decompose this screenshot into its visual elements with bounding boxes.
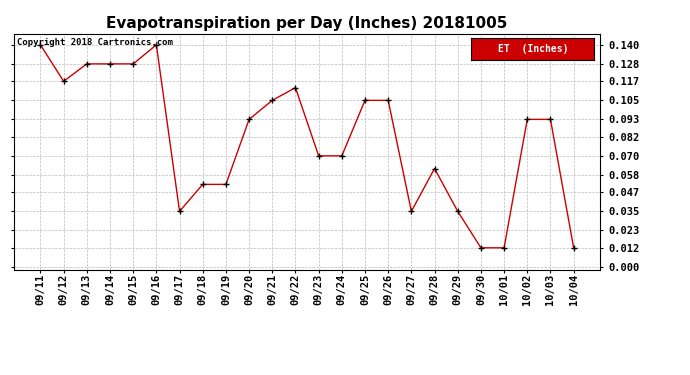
Title: Evapotranspiration per Day (Inches) 20181005: Evapotranspiration per Day (Inches) 2018…	[106, 16, 508, 31]
Text: Copyright 2018 Cartronics.com: Copyright 2018 Cartronics.com	[17, 39, 172, 48]
